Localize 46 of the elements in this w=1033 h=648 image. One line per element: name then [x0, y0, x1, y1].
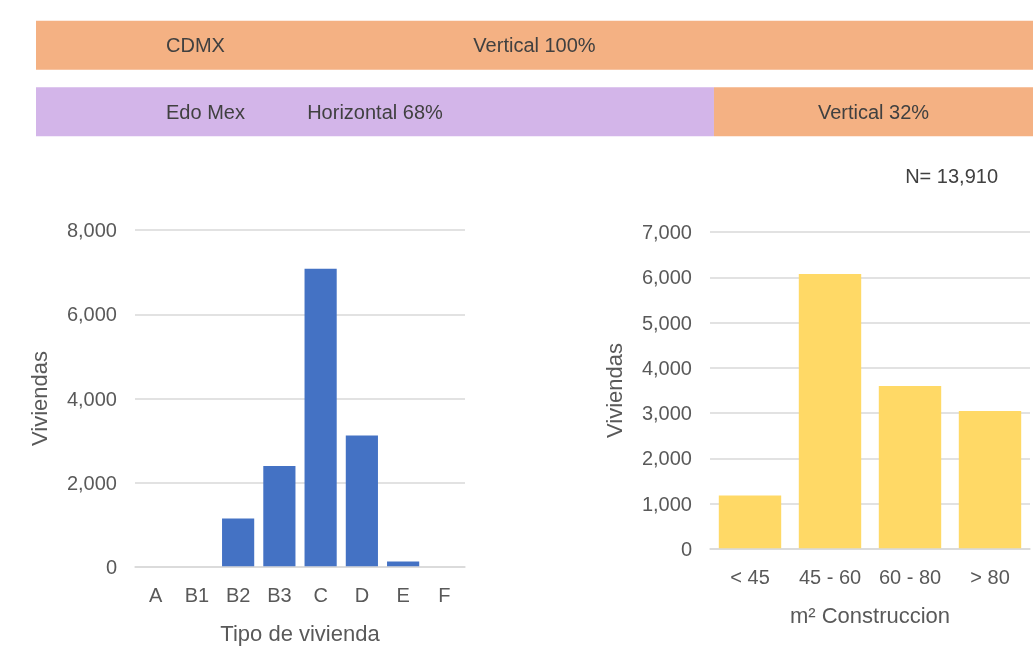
y-tick-label: 0 [105, 556, 117, 578]
bar [878, 385, 942, 549]
y-tick-label: 2,000 [66, 471, 117, 494]
x-tick-label: B3 [267, 584, 292, 606]
x-tick-label: F [438, 584, 451, 606]
y-tick-label: 0 [680, 538, 692, 560]
series-label: Vertical [817, 100, 884, 123]
x-tick-label: B2 [225, 584, 251, 606]
y-tick-label: 7,000 [641, 221, 692, 243]
x-tick-label: B1 [184, 584, 210, 606]
text: N= 13,910 [905, 165, 999, 187]
x-tick-label: D [354, 584, 370, 606]
x-tick-label: < 45 [730, 566, 770, 588]
x-axis-title: Tipo de vivienda [220, 620, 381, 646]
bar [345, 435, 378, 567]
y-tick-label: 8,000 [66, 219, 117, 241]
bar [222, 518, 255, 567]
y-tick-label: 4,000 [66, 387, 117, 410]
y-tick-label: 4,000 [641, 356, 692, 379]
data-label: 68% [402, 100, 444, 123]
bar [263, 465, 296, 567]
bar [304, 268, 337, 567]
y-tick-label: 6,000 [641, 266, 692, 289]
y-axis-title: Viviendas [26, 351, 52, 446]
y-tick-label: 5,000 [641, 311, 692, 334]
y-tick-label: CDMX [166, 34, 225, 57]
x-axis-title: m² Construccion [789, 602, 951, 628]
x-tick-label: 60 - 80 [878, 566, 942, 588]
y-tick-label: 6,000 [66, 303, 117, 326]
bar [958, 410, 1022, 549]
x-tick-label: A [148, 584, 163, 606]
data-label: 100% [544, 34, 596, 57]
y-tick-label: 3,000 [641, 402, 692, 425]
y-tick-label: Edo Mex [166, 100, 245, 123]
bar [718, 495, 782, 549]
y-tick-label: 2,000 [641, 447, 692, 470]
x-tick-label: 45 - 60 [798, 566, 862, 588]
x-tick-label: C [313, 584, 328, 606]
x-tick-label: E [396, 584, 410, 606]
text: Vertical [473, 34, 539, 57]
y-axis-title: Viviendas [601, 343, 627, 438]
series-label: Horizontal [307, 100, 398, 123]
bar [798, 274, 862, 549]
data-label: 32% [889, 100, 930, 123]
x-tick-label: > 80 [970, 566, 1010, 588]
y-tick-label: 1,000 [641, 492, 692, 515]
